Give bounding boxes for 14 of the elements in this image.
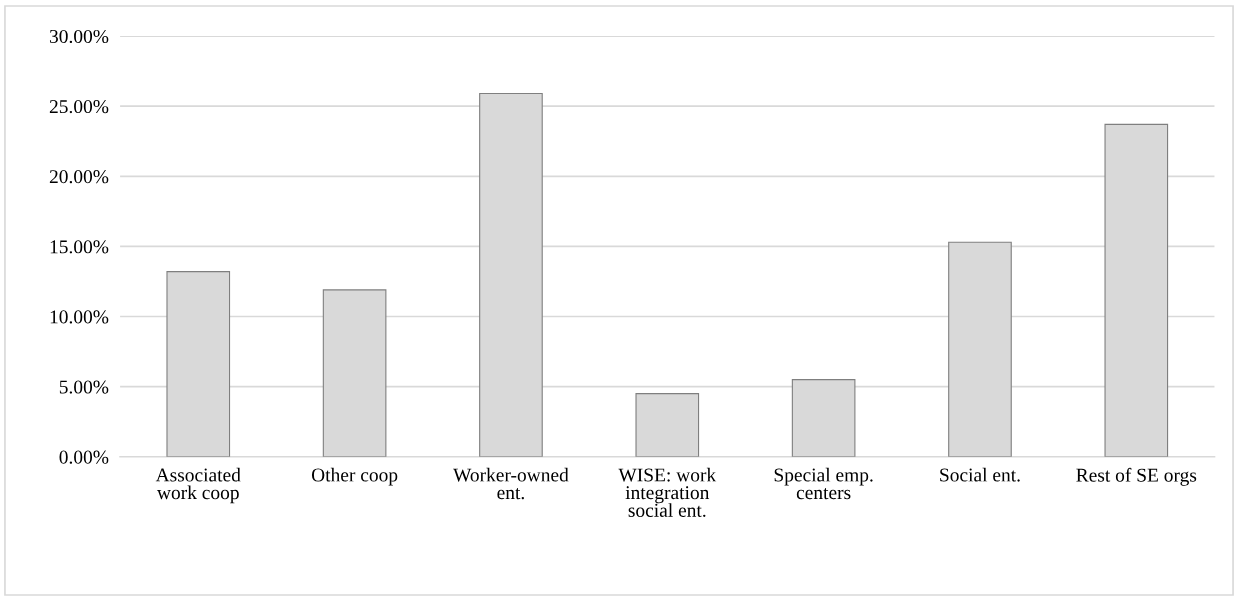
y-tick-label: 25.00% bbox=[49, 99, 109, 114]
x-tick-label: Rest of SE orgs bbox=[1076, 467, 1197, 486]
y-tick-label: 5.00% bbox=[59, 380, 109, 394]
x-tick-label: Special emp. centers bbox=[774, 467, 873, 500]
x-tick-label: WISE: work integration social ent. bbox=[618, 467, 717, 517]
x-tick-label: Associated work coop bbox=[155, 467, 241, 504]
y-tick-label: 0.00% bbox=[59, 450, 109, 464]
x-tick-label: Social ent. bbox=[940, 467, 1020, 482]
y-tick-label: 20.00% bbox=[49, 170, 109, 184]
y-tick-label: 10.00% bbox=[50, 310, 109, 324]
y-tick-label: 30.00% bbox=[49, 29, 109, 44]
x-tick-label: Worker-owned ent. bbox=[453, 467, 569, 500]
y-tick-label: 15.00% bbox=[50, 240, 109, 254]
x-tick-label: Other coop bbox=[311, 467, 398, 486]
